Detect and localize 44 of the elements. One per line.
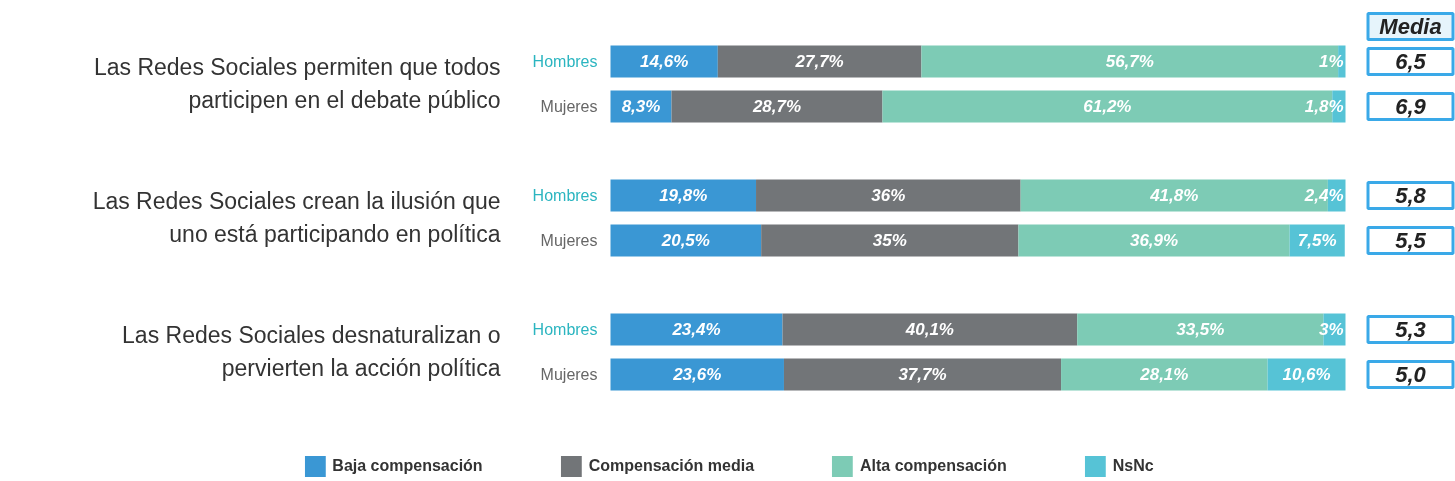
text: 6,5 <box>1395 49 1427 74</box>
text: 5,5 <box>1395 228 1427 253</box>
data-label: 20,5% <box>660 231 710 250</box>
data-label: 7,5% <box>1297 231 1337 250</box>
data-label: 14,6% <box>640 52 689 71</box>
data-label: 1% <box>1318 52 1344 71</box>
data-label: 56,7% <box>1105 52 1154 71</box>
y-tick-label: Hombres <box>532 53 598 70</box>
text: 5,3 <box>1395 317 1426 342</box>
legend-label: Baja compensación <box>332 457 483 475</box>
data-label: 33,5% <box>1176 320 1225 339</box>
legend-label: Alta compensación <box>860 457 1007 475</box>
legend-label: NsNc <box>1112 457 1154 475</box>
data-label: 1,8% <box>1304 97 1344 116</box>
y-tick-label: Hombres <box>532 187 598 204</box>
data-label: 41,8% <box>1149 186 1199 205</box>
data-label: 35% <box>872 231 907 250</box>
data-label: 37,7% <box>898 365 947 384</box>
data-label: 61,2% <box>1083 97 1132 116</box>
text: Media <box>1379 14 1442 39</box>
data-label: 36,9% <box>1129 231 1179 250</box>
data-label: 23,4% <box>671 320 721 339</box>
y-tick-label: Mujeres <box>540 366 598 383</box>
y-tick-label: Mujeres <box>540 98 598 115</box>
data-label: 36% <box>871 186 906 205</box>
text: Las Redes Sociales desnaturalizan o pervierten la acción política <box>122 321 501 382</box>
y-tick-label: Mujeres <box>540 232 598 249</box>
data-label: 27,7% <box>794 52 844 71</box>
data-label: 28,7% <box>751 97 802 116</box>
data-label: 10,6% <box>1282 365 1331 384</box>
legend-label: Compensación media <box>588 457 755 475</box>
data-label: 2,4% <box>1303 186 1344 205</box>
data-label: 28,1% <box>1139 365 1189 384</box>
y-tick-label: Hombres <box>532 321 598 338</box>
text: 5,8 <box>1395 183 1427 208</box>
data-label: 8,3% <box>621 97 661 116</box>
text: Las Redes Sociales permiten que todos participen en el debate público <box>93 53 501 114</box>
data-label: 19,8% <box>659 186 708 205</box>
text: Las Redes Sociales crean la ilusión que uno está participando en política <box>92 187 501 248</box>
data-label: 40,1% <box>904 320 954 339</box>
text: 6,9 <box>1395 94 1427 119</box>
data-label: 3% <box>1318 320 1344 339</box>
data-label: 23,6% <box>672 365 722 384</box>
text: 5,0 <box>1395 362 1427 387</box>
